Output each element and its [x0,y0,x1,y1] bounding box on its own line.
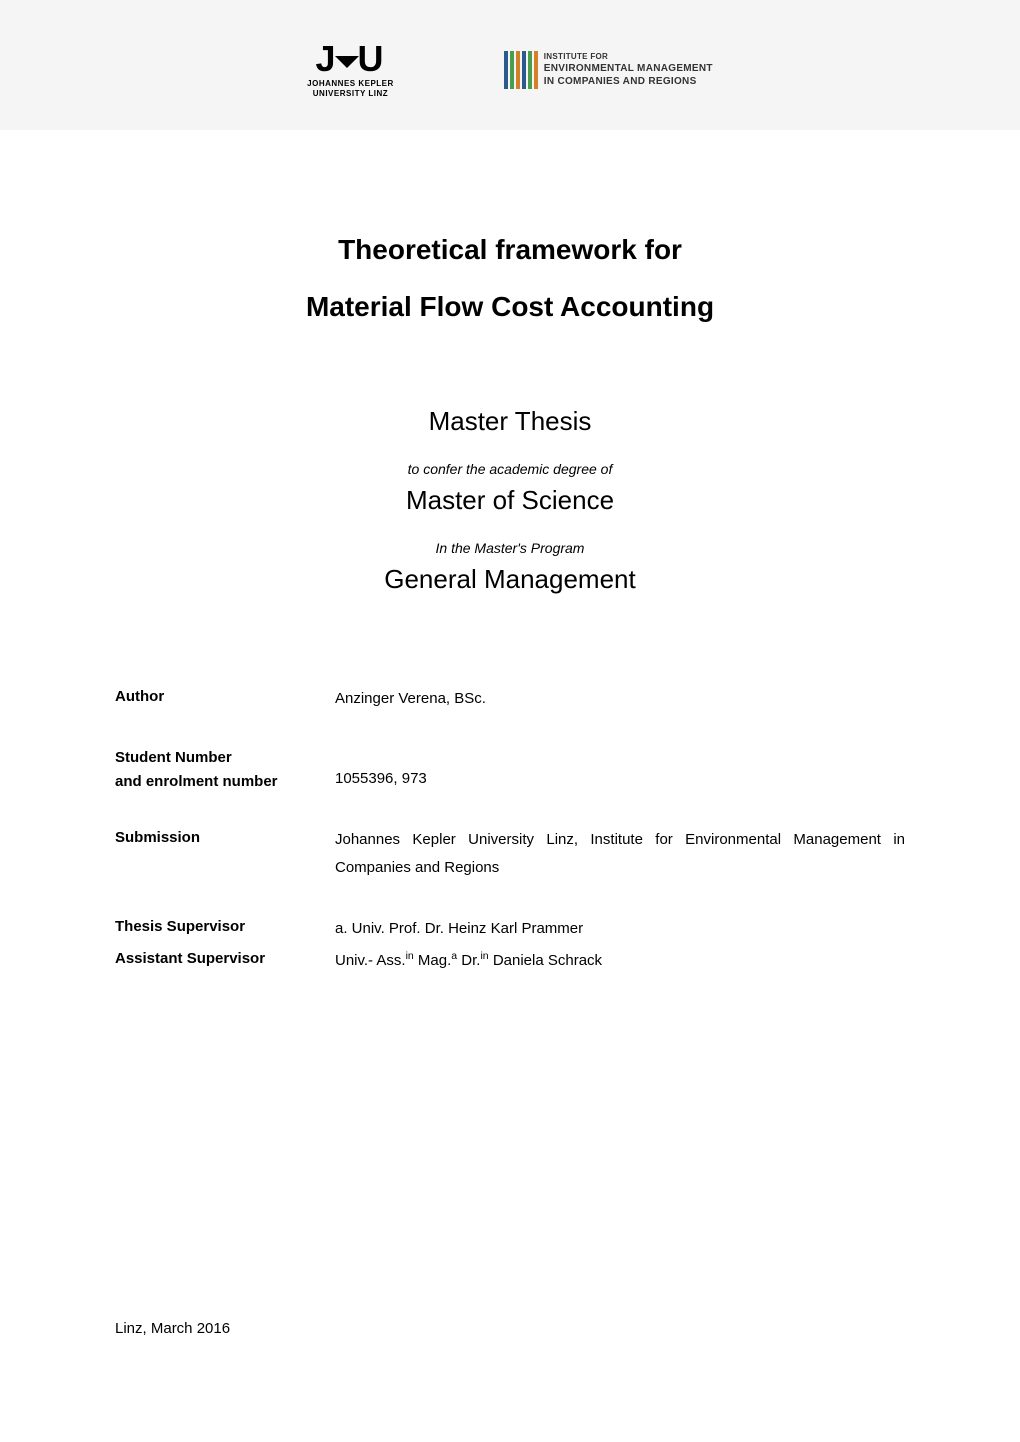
author-value: Anzinger Verena, BSc. [335,685,905,714]
supervisor-rows: Thesis Supervisor a. Univ. Prof. Dr. Hei… [115,915,905,976]
jku-name-line1: JOHANNES KEPLER [307,79,394,89]
info-row-author: Author Anzinger Verena, BSc. [115,685,905,714]
program-label: In the Master's Program [115,540,905,556]
jku-triangle-icon [335,56,359,68]
bar-icon [504,51,508,89]
submission-label: Submission [115,826,335,850]
program-name: General Management [115,564,905,595]
institute-line1: INSTITUTE FOR [544,52,713,62]
title-line1: Theoretical framework for [115,230,905,269]
jku-logo-text: JOHANNES KEPLER UNIVERSITY LINZ [307,79,394,98]
jku-name-line2: UNIVERSITY LINZ [307,89,394,99]
info-row-student-number: Student Number and enrolment number 1055… [115,746,905,794]
student-number-label-line1: Student Number [115,746,335,770]
subtitle-block: Master Thesis to confer the academic deg… [115,406,905,595]
jku-letter-u: U [357,38,385,79]
student-number-label: Student Number and enrolment number [115,746,335,794]
bar-icon [510,51,514,89]
bar-icon [522,51,526,89]
institute-logo: INSTITUTE FOR ENVIRONMENTAL MANAGEMENT I… [504,51,713,89]
confer-text: to confer the academic degree of [115,461,905,477]
assistant-supervisor-value: Univ.- Ass.in Mag.a Dr.in Daniela Schrac… [335,947,905,976]
institute-line3: IN COMPANIES AND REGIONS [544,75,713,88]
institute-bars-icon [504,51,538,89]
master-thesis-label: Master Thesis [115,406,905,437]
footer-location-date: Linz, March 2016 [115,1320,230,1337]
author-label: Author [115,685,335,709]
info-table: Author Anzinger Verena, BSc. Student Num… [115,685,905,976]
header-band: JU JOHANNES KEPLER UNIVERSITY LINZ INSTI… [0,0,1020,130]
bar-icon [528,51,532,89]
jku-logo: JU JOHANNES KEPLER UNIVERSITY LINZ [307,41,394,98]
page-content: Theoretical framework for Material Flow … [0,130,1020,976]
jku-logo-mark: JU [315,41,385,77]
degree-text: Master of Science [115,485,905,516]
student-number-value: 1055396, 973 [335,765,905,794]
bar-icon [516,51,520,89]
thesis-supervisor-value: a. Univ. Prof. Dr. Heinz Karl Prammer [335,915,905,944]
assistant-supervisor-label: Assistant Supervisor [115,947,335,971]
info-row-thesis-supervisor: Thesis Supervisor a. Univ. Prof. Dr. Hei… [115,915,905,944]
jku-letter-j: J [315,38,337,79]
student-number-label-line2: and enrolment number [115,770,335,794]
bar-icon [534,51,538,89]
thesis-supervisor-label: Thesis Supervisor [115,915,335,939]
info-row-submission: Submission Johannes Kepler University Li… [115,826,905,883]
institute-text: INSTITUTE FOR ENVIRONMENTAL MANAGEMENT I… [544,52,713,88]
submission-value: Johannes Kepler University Linz, Institu… [335,826,905,883]
title-block: Theoretical framework for Material Flow … [115,230,905,326]
institute-line2: ENVIRONMENTAL MANAGEMENT [544,62,713,75]
info-row-assistant-supervisor: Assistant Supervisor Univ.- Ass.in Mag.a… [115,947,905,976]
title-line2: Material Flow Cost Accounting [115,287,905,326]
